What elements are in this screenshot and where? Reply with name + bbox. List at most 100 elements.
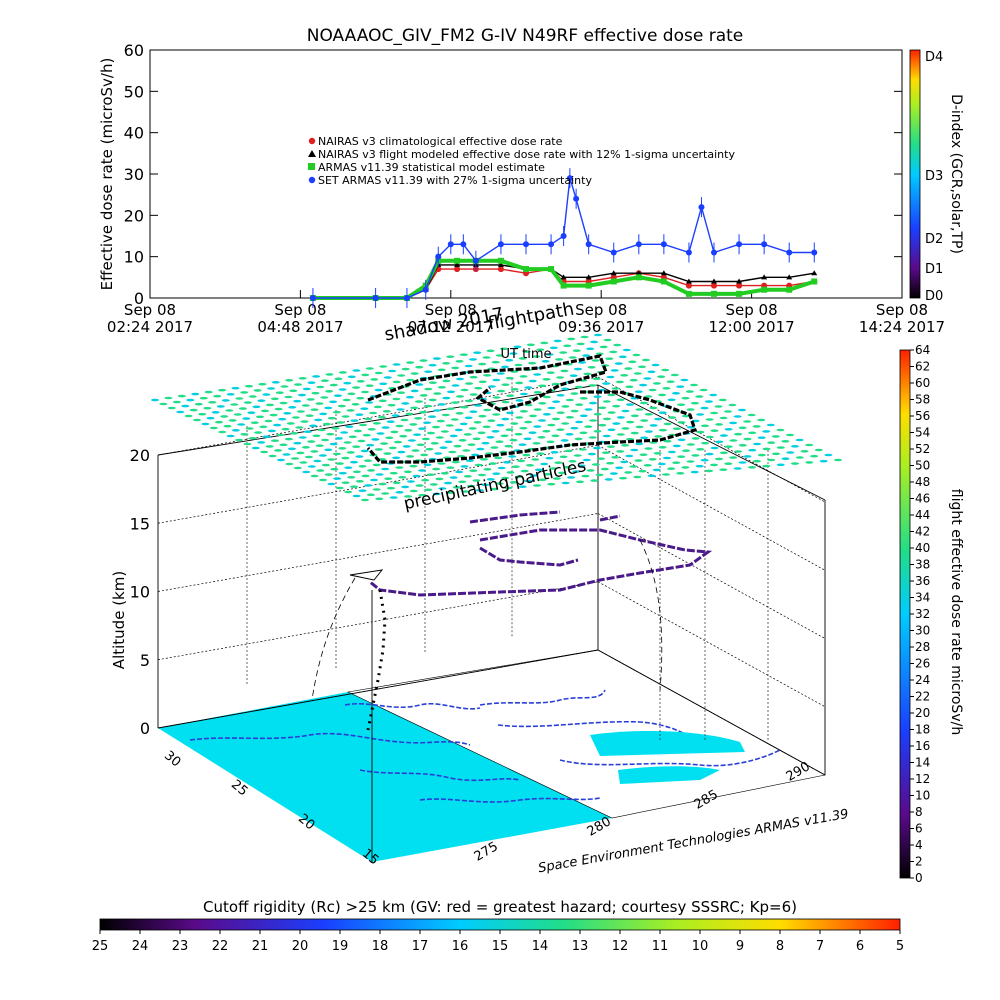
dose-cell xyxy=(574,437,583,441)
dose-cell xyxy=(371,438,380,441)
dose-cell xyxy=(437,368,446,372)
x-tick-label: 04:48 2017 xyxy=(257,318,343,336)
dose-cell xyxy=(547,406,556,410)
d-index-tick-label: D2 xyxy=(925,232,943,247)
dose-cell xyxy=(374,448,383,451)
dose-cell xyxy=(496,372,505,375)
dose-cell xyxy=(603,338,612,342)
dose-cell xyxy=(365,401,374,404)
dose-cell xyxy=(478,414,487,418)
dose-cell xyxy=(540,341,549,345)
dose-cell xyxy=(620,374,629,377)
top-chart-title: NOAAAOC_GIV_FM2 G-IV N49RF effective dos… xyxy=(307,26,744,46)
dose-cell xyxy=(625,385,634,389)
dose-cell xyxy=(748,466,756,469)
dose-cell xyxy=(710,411,719,415)
dose-tick-label: 64 xyxy=(915,343,930,357)
dose-cell xyxy=(367,428,376,431)
dose-cell xyxy=(406,455,415,458)
dose-cell xyxy=(738,426,747,430)
dose-cell xyxy=(781,457,790,461)
series-point xyxy=(454,257,461,264)
dose-cell xyxy=(351,403,360,406)
dose-cell xyxy=(609,350,618,354)
dose-cell xyxy=(372,422,381,425)
dose-cell xyxy=(611,456,620,459)
y-tick-label: 0 xyxy=(134,289,144,308)
dose-cell xyxy=(546,440,555,444)
dose-cell xyxy=(524,386,533,389)
dose-cell xyxy=(762,430,771,433)
dose-cell xyxy=(378,399,387,403)
dose-cell xyxy=(211,411,220,414)
dose-cell xyxy=(552,477,561,480)
dose-cell xyxy=(658,428,667,432)
dose-cell xyxy=(613,343,622,347)
series-point xyxy=(786,274,793,280)
dose-cell xyxy=(719,451,728,455)
dose-cell xyxy=(686,408,695,411)
dose-cell xyxy=(439,446,448,450)
dose-cell xyxy=(733,415,742,418)
dose-cell xyxy=(463,475,472,478)
dose-cell xyxy=(515,399,524,402)
dose-cell xyxy=(262,393,271,396)
dose-cell xyxy=(401,485,410,489)
dose-cell xyxy=(550,451,559,454)
dose-cell xyxy=(177,394,186,398)
dose-cell xyxy=(264,419,273,423)
dose-tick-label: 62 xyxy=(915,360,930,374)
dose-cell xyxy=(667,398,676,402)
dose-cell xyxy=(616,433,625,436)
dose-tick-label: 26 xyxy=(915,657,930,671)
dose-cell xyxy=(366,443,375,447)
dose-cell xyxy=(151,398,159,402)
dose-cell xyxy=(695,464,704,468)
cutoff-tick-label: 23 xyxy=(172,939,189,954)
legend-marker xyxy=(308,150,316,157)
top-y-axis-label: Effective dose rate (microSv/h) xyxy=(98,58,116,291)
dose-cell xyxy=(715,440,724,444)
dose-cell xyxy=(281,427,290,431)
dose-cell xyxy=(589,401,597,405)
dose-cell xyxy=(319,412,328,416)
dose-cell xyxy=(515,416,524,419)
dose-cell xyxy=(460,388,469,392)
dose-cell xyxy=(478,473,486,477)
dose-cell xyxy=(235,438,243,442)
dose-cell xyxy=(476,447,485,451)
dose-cell xyxy=(358,465,367,468)
dose-cell xyxy=(226,434,235,438)
dose-cell xyxy=(522,350,531,353)
dose-cell xyxy=(814,448,823,452)
dose-cell xyxy=(469,469,478,473)
dose-cell xyxy=(392,363,401,366)
dose-cell xyxy=(510,422,519,425)
coast-line xyxy=(559,749,781,767)
dose-cell xyxy=(556,411,565,415)
top-y-ticks: 0 10 20 30 40 50 60 xyxy=(124,41,902,308)
dose-cell xyxy=(565,398,574,402)
dose-cell xyxy=(344,466,353,470)
dose-cell xyxy=(734,450,743,453)
dose-cell xyxy=(356,396,365,400)
dose-cell xyxy=(536,452,545,456)
dose-cell xyxy=(364,417,373,421)
dose-cell xyxy=(686,443,695,446)
dose-cell xyxy=(409,423,418,426)
dose-cell xyxy=(248,437,257,440)
dose-cell xyxy=(579,431,588,435)
dose-cell xyxy=(536,348,545,352)
dose-cell xyxy=(262,435,271,439)
dose-cell xyxy=(626,403,634,406)
dose-cell xyxy=(253,389,262,392)
dose-cell xyxy=(468,427,477,430)
dose-cell xyxy=(293,441,302,445)
altitude-tick-label: 15 xyxy=(130,514,150,533)
y-tick-label: 30 xyxy=(124,165,144,184)
coast-line xyxy=(479,689,606,706)
dose-cell xyxy=(293,399,302,403)
dose-cell xyxy=(506,471,515,474)
dose-cell xyxy=(605,357,614,361)
d-index-tick-label: D4 xyxy=(925,50,943,65)
